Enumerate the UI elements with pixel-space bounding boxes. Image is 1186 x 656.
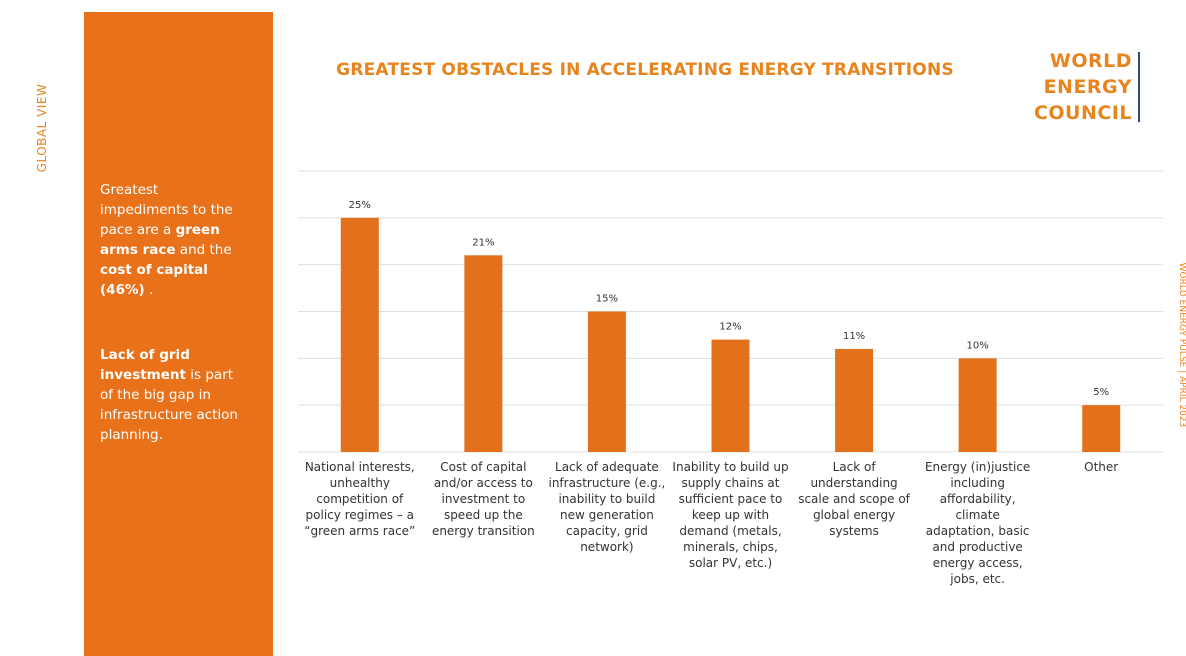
bar	[958, 358, 997, 452]
logo: WORLD ENERGY COUNCIL	[1034, 48, 1132, 126]
text: Greatest impediments to the pace are a	[100, 182, 233, 238]
text: cost of capital (46%)	[100, 262, 208, 298]
text: .	[144, 282, 154, 298]
bar	[835, 348, 874, 452]
x-tick-label: National interests, unhealthy competitio…	[304, 460, 416, 538]
logo-bar	[1138, 52, 1140, 122]
x-tick-label: Cost of capital and/or access to investm…	[431, 460, 535, 538]
sidebar-paragraph: Lack of grid investment is part of the b…	[100, 345, 250, 445]
bar	[1082, 405, 1121, 452]
x-tick-label: Inability to build up supply chains at s…	[672, 460, 789, 570]
x-tick-label: Lack of understanding scale and scope of…	[798, 460, 910, 538]
logo-line: ENERGY	[1043, 76, 1132, 98]
bar	[711, 339, 750, 452]
text: and the	[175, 242, 232, 258]
data-label: 12%	[719, 322, 741, 333]
bar	[587, 311, 626, 452]
chart-title: GREATEST OBSTACLES IN ACCELERATING ENERG…	[336, 60, 954, 80]
bar	[464, 255, 503, 452]
data-label: 15%	[596, 294, 618, 305]
x-tick-label: Energy (in)justice including affordabili…	[924, 460, 1031, 586]
sidebar: Greatest impediments to the pace are a g…	[84, 12, 273, 656]
data-label: 25%	[349, 200, 371, 211]
bar	[340, 217, 379, 452]
x-tick-label: Lack of adequate infrastructure (e.g., i…	[548, 460, 666, 554]
data-label: 11%	[843, 331, 865, 342]
text: Lack of grid investment	[100, 347, 190, 383]
logo-line: COUNCIL	[1033, 102, 1132, 124]
data-label: 10%	[967, 340, 989, 351]
sidebar-paragraph: Greatest impediments to the pace are a g…	[100, 180, 250, 300]
logo-line: WORLD	[1049, 50, 1132, 72]
data-label: 5%	[1093, 387, 1109, 398]
data-label: 21%	[472, 237, 494, 248]
x-tick-label: Other	[1084, 460, 1119, 474]
text: green arms race	[100, 222, 220, 258]
text: is part of the big gap in infrastructure…	[100, 367, 238, 443]
